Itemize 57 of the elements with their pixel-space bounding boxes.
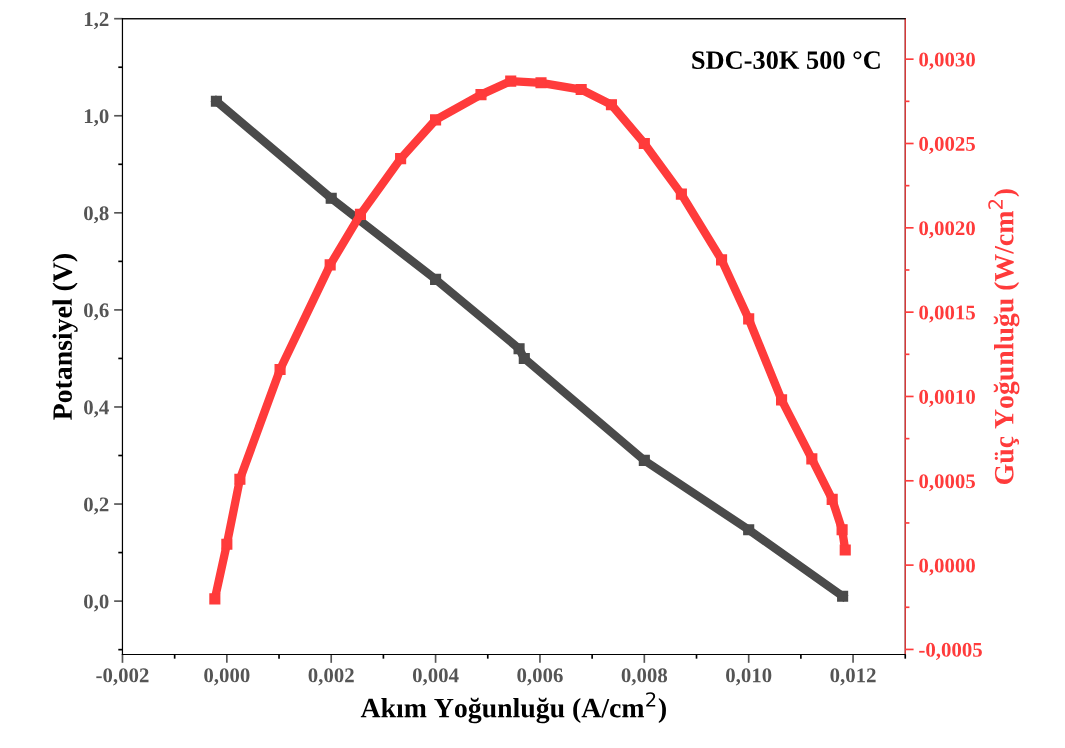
point xyxy=(395,153,407,165)
y-tick-label: 0,0 xyxy=(84,594,109,612)
point xyxy=(638,137,650,150)
y-tick-label: 1,0 xyxy=(84,109,109,127)
x-tick-label: 0,000 xyxy=(204,668,250,686)
point xyxy=(675,188,687,200)
x-tick-label: 0,010 xyxy=(726,668,772,686)
point xyxy=(535,77,547,89)
point xyxy=(776,394,788,406)
point xyxy=(505,75,517,87)
point xyxy=(325,192,337,204)
point xyxy=(209,593,221,605)
x-tick-label: 0,002 xyxy=(308,668,354,686)
y2-axis-title: Güç Yoğunluğu (W/cm$^{2}$) xyxy=(988,189,1020,484)
point xyxy=(743,524,755,536)
point xyxy=(638,454,650,466)
y2-tick-label: 0,0020 xyxy=(919,221,975,239)
point xyxy=(837,590,849,602)
point xyxy=(430,114,442,126)
point xyxy=(274,363,286,376)
x-tick-label: 0,004 xyxy=(412,668,459,686)
y-axis-title: Potansiyel (V) xyxy=(52,254,78,420)
annotation: SDC-30K 500 °C xyxy=(692,51,880,70)
y-tick-label: 1,2 xyxy=(84,12,109,30)
x-tick-label: 0,012 xyxy=(830,668,876,686)
y-tick-label: 0,2 xyxy=(84,497,109,515)
point xyxy=(575,83,587,96)
point xyxy=(513,343,525,355)
point xyxy=(839,544,851,556)
point xyxy=(234,473,246,485)
point xyxy=(716,254,728,266)
point xyxy=(475,89,487,101)
y-tick-label: 0,4 xyxy=(84,400,109,418)
point xyxy=(221,538,233,550)
y2-tick-label: -0,0005 xyxy=(919,642,982,660)
point xyxy=(354,208,366,220)
point xyxy=(605,99,618,111)
x-tick-label: 0,006 xyxy=(517,668,563,686)
y-tick-label: 0,6 xyxy=(84,303,109,321)
point xyxy=(836,524,848,536)
point xyxy=(826,493,838,505)
x-axis-title: Akım Yoğunluğu (A/cm$^{2}$) xyxy=(360,692,666,724)
point xyxy=(430,273,442,285)
point xyxy=(210,95,222,107)
x-tick-label: -0,002 xyxy=(96,668,149,686)
y2-tick-label: 0,0015 xyxy=(919,305,975,323)
y2-tick-label: 0,0000 xyxy=(919,558,975,576)
point xyxy=(743,313,755,325)
point xyxy=(324,259,336,271)
x-tick-label: 0,008 xyxy=(621,668,668,686)
y-tick-label: 0,8 xyxy=(84,206,109,224)
point xyxy=(806,453,818,465)
y2-tick-label: 0,0005 xyxy=(919,474,975,492)
point xyxy=(518,352,530,364)
y2-tick-label: 0,0025 xyxy=(919,136,975,154)
y2-tick-label: 0,0030 xyxy=(919,52,975,70)
y2-tick-label: 0,0010 xyxy=(919,389,975,407)
